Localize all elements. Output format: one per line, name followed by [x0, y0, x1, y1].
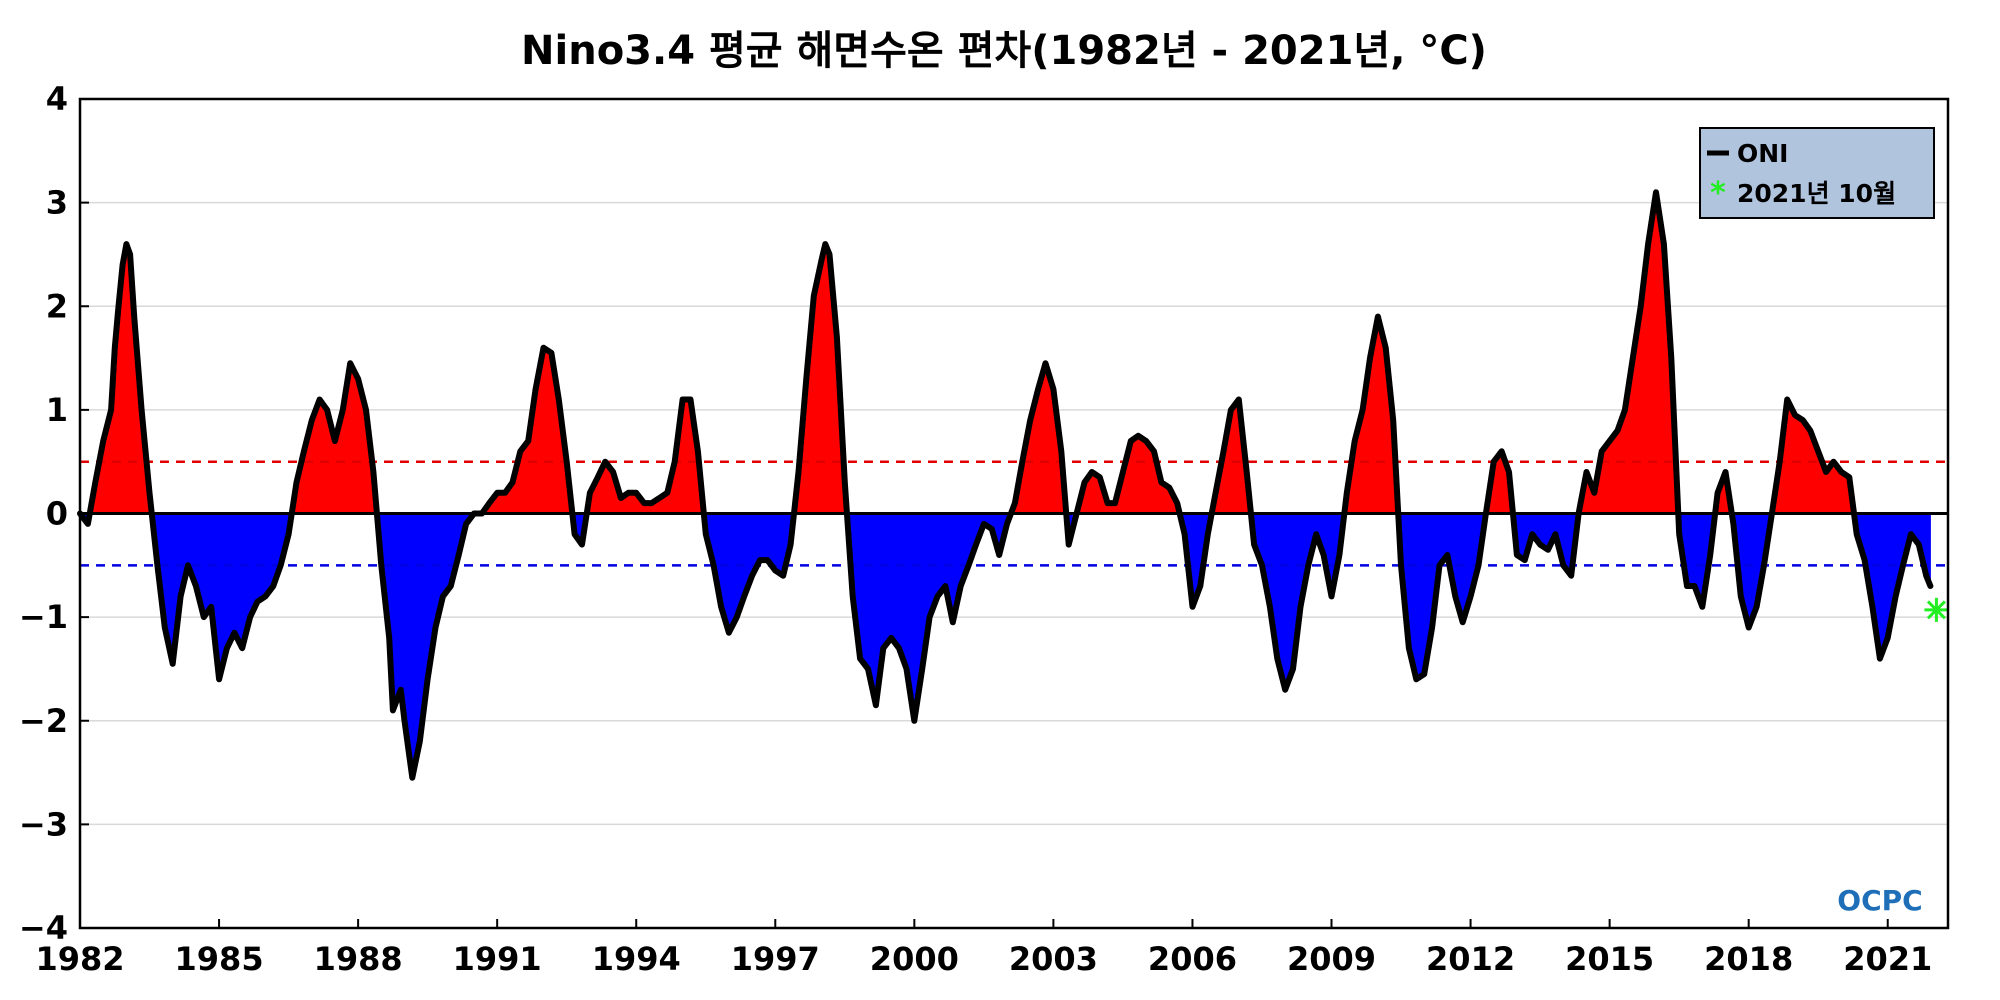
x-tick-label: 2015: [1565, 940, 1654, 978]
threshold-lines: [80, 460, 1948, 567]
anomaly-fill: [78, 192, 1931, 778]
ocpc-logo: OCPC: [1837, 884, 1922, 917]
legend: ONI * 2021년 10월: [1699, 127, 1935, 219]
x-tick-label: 2012: [1426, 940, 1515, 978]
y-tick-label: 1: [46, 391, 68, 429]
y-tick-label: 4: [46, 80, 68, 118]
axes: [78, 97, 1950, 930]
y-tick-label: 3: [46, 184, 68, 222]
x-tick-label: 2003: [1009, 940, 1098, 978]
x-tick-label: 1982: [35, 940, 124, 978]
legend-marker-label: 2021년 10월: [1737, 179, 1896, 208]
x-tick-label: 2021: [1843, 940, 1932, 978]
marker-stroke: [1926, 600, 1946, 620]
legend-marker-swatch: *: [1710, 176, 1726, 211]
y-tick-label: 0: [46, 495, 68, 533]
x-tick-label: 2018: [1704, 940, 1793, 978]
negative-anomaly-area: [78, 513, 1931, 778]
latest-month-marker: [1924, 597, 1949, 622]
x-tick-label: 1991: [453, 940, 542, 978]
y-tick-label: −3: [19, 805, 68, 843]
x-tick-label: 1988: [314, 940, 403, 978]
x-tick-label: 2006: [1148, 940, 1237, 978]
y-tick-label: 2: [46, 287, 68, 325]
x-tick-label: 1997: [731, 940, 820, 978]
x-tick-label: 2009: [1287, 940, 1376, 978]
legend-oni-label: ONI: [1737, 139, 1788, 168]
x-tick-label: 1994: [592, 940, 681, 978]
chart-title: Nino3.4 평균 해면수온 편차(1982년 - 2021년, °C): [521, 28, 1487, 74]
y-tick-label: −2: [19, 702, 68, 740]
positive-anomaly-area: [89, 192, 1855, 514]
oni-line-layer: [77, 189, 1948, 781]
oni-line: [77, 189, 1934, 781]
x-tick-label: 2000: [870, 940, 959, 978]
y-tick-label: −4: [19, 909, 68, 947]
x-tick-label: 1985: [175, 940, 264, 978]
legend-box: [1699, 127, 1935, 219]
y-tick-label: −1: [19, 598, 68, 636]
marker-layer: [1924, 597, 1949, 622]
